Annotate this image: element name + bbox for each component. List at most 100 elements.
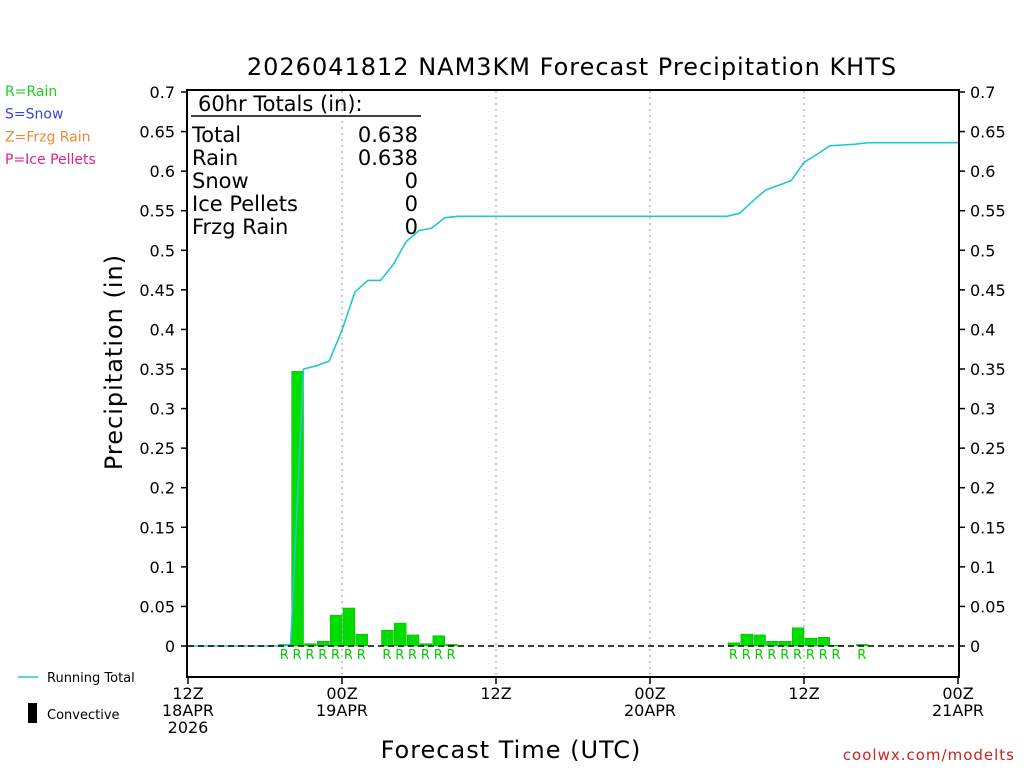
x-tick-label: 20APR (624, 701, 676, 720)
y-axis-label: Precipitation (in) (100, 254, 128, 470)
totals-row-value: 0.638 (358, 146, 418, 170)
running-total-line (188, 141, 958, 647)
y-tick-label-left: 0.15 (139, 518, 175, 537)
totals-row-label: Snow (192, 169, 249, 193)
totals-row-value: 0.638 (358, 123, 418, 147)
y-tick-label-right: 0.3 (970, 400, 995, 419)
precip-type-label: R (293, 648, 302, 663)
y-tick-label-right: 0.15 (970, 518, 1006, 537)
precip-bar (355, 633, 368, 647)
type-legend-entry: P=Ice Pellets (5, 152, 96, 168)
y-axis-ticks: 0.7 0.7 0.65 0.65 0.6 0.6 0.55 0.55 0.5 0.5 0.45 0.… (139, 83, 1005, 656)
convective-legend-swatch (28, 703, 37, 723)
y-tick-label-right: 0.05 (970, 597, 1006, 616)
y-tick-label-left: 0.1 (150, 558, 175, 577)
precip-bar (779, 641, 792, 647)
type-legend-entry: R=Rain (5, 84, 57, 100)
totals-box: 60hr Totals (in): Total 0.638 Rain 0.638 Sno… (191, 92, 421, 239)
plot-frame (186, 89, 960, 678)
y-tick-label-right: 0.7 (970, 83, 995, 102)
x-tick-label: 21APR (932, 701, 984, 720)
y-tick-label-left: 0.25 (139, 439, 175, 458)
precip-type-label: R (318, 648, 327, 663)
x-tick-label: 00Z (326, 684, 357, 703)
totals-row-label: Rain (192, 146, 238, 170)
precip-bar (394, 622, 407, 647)
precip-bar (804, 637, 818, 647)
y-tick-label-left: 0.2 (150, 479, 175, 498)
x-tick-label: 19APR (316, 701, 368, 720)
convective-legend-label: Convective (47, 708, 120, 723)
y-tick-label-right: 0.5 (970, 241, 995, 260)
grid-lines (341, 91, 805, 676)
precip-type-label: R (832, 648, 841, 663)
totals-row-value: 0 (405, 215, 418, 239)
credit-text: coolwx.com/modelts (843, 746, 1015, 764)
y-tick-label-left: 0.4 (150, 320, 175, 339)
running-total-legend-label: Running Total (47, 671, 135, 686)
precip-bar (342, 607, 356, 647)
precip-type-label: R (806, 648, 815, 663)
totals-row-label: Frzg Rain (192, 215, 288, 239)
type-legend-entry: S=Snow (5, 107, 63, 123)
x-tick-label: 12Z (172, 684, 203, 703)
precip-type-label: R (755, 648, 764, 663)
totals-header: 60hr Totals (in): (198, 92, 363, 116)
precip-type-label: R (421, 648, 430, 663)
y-tick-label-right: 0.25 (970, 439, 1006, 458)
precip-bar (740, 633, 753, 647)
y-tick-label-right: 0.2 (970, 479, 995, 498)
precip-bar (432, 635, 445, 647)
y-tick-label-left: 0.45 (139, 281, 175, 300)
y-tick-label-right: 0.45 (970, 281, 1006, 300)
precip-type-label: R (357, 648, 366, 663)
y-tick-label-left: 0.55 (139, 202, 175, 221)
totals-row-label: Total (191, 123, 241, 147)
type-legend-entry: Z=Frzg Rain (5, 129, 91, 145)
precip-type-label: R (819, 648, 828, 663)
y-tick-label-left: 0.6 (150, 162, 175, 181)
precip-type-label: R (780, 648, 789, 663)
y-tick-label-right: 0.65 (970, 123, 1006, 142)
totals-row-label: Ice Pellets (192, 192, 298, 216)
x-tick-label: 12Z (480, 684, 511, 703)
y-tick-label-left: 0.7 (150, 83, 175, 102)
precip-type-label: R (857, 648, 866, 663)
precip-bar (817, 637, 830, 647)
precip-type-label: R (331, 648, 340, 663)
chart-title: 2026041812 NAM3KM Forecast Precipitation… (247, 53, 897, 81)
x-tick-label: 2026 (168, 718, 209, 737)
precip-type-legend: R=Rain S=Snow Z=Frzg Rain P=Ice Pellets (5, 84, 96, 168)
totals-row-value: 0 (405, 169, 418, 193)
y-tick-label-right: 0.35 (970, 360, 1006, 379)
x-tick-label: 18APR (162, 701, 214, 720)
precip-type-label: R (434, 648, 443, 663)
precip-type-label: R (793, 648, 802, 663)
precip-type-label: R (280, 648, 289, 663)
y-tick-label-left: 0.3 (150, 400, 175, 419)
precip-bar (406, 634, 420, 647)
precip-bar (791, 627, 805, 647)
x-tick-label: 00Z (942, 684, 973, 703)
precip-type-label: R (344, 648, 353, 663)
x-tick-label: 00Z (634, 684, 665, 703)
y-tick-label-right: 0.1 (970, 558, 995, 577)
x-axis-label: Forecast Time (UTC) (381, 736, 642, 764)
y-tick-label-right: 0 (970, 637, 980, 656)
precip-bar (419, 643, 433, 647)
precip-type-label: R (408, 648, 417, 663)
precip-type-label: R (742, 648, 751, 663)
y-tick-label-left: 0.35 (139, 360, 175, 379)
precip-bar (753, 634, 766, 647)
precip-type-label: R (382, 648, 391, 663)
series-legend: Running Total Convective (18, 671, 135, 723)
y-tick-label-right: 0.6 (970, 162, 995, 181)
y-tick-label-right: 0.55 (970, 202, 1006, 221)
y-tick-label-left: 0 (165, 637, 175, 656)
y-tick-label-right: 0.4 (970, 320, 995, 339)
totals-row-value: 0 (405, 192, 418, 216)
precip-type-label: R (305, 648, 314, 663)
